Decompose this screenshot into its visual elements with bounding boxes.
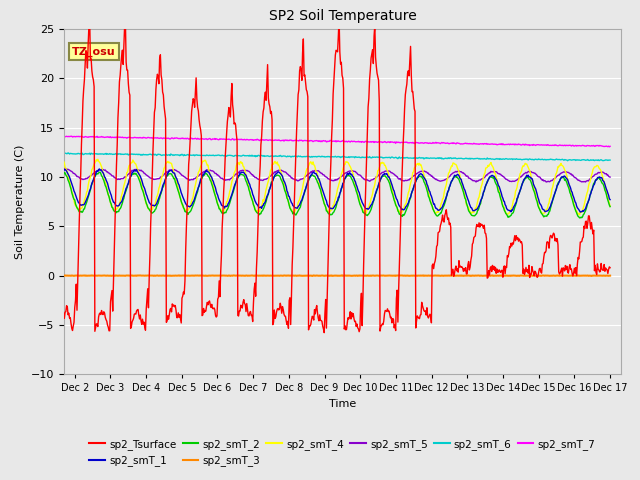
Y-axis label: Soil Temperature (C): Soil Temperature (C) bbox=[15, 144, 26, 259]
Title: SP2 Soil Temperature: SP2 Soil Temperature bbox=[269, 10, 416, 24]
X-axis label: Time: Time bbox=[329, 399, 356, 409]
Legend: sp2_Tsurface, sp2_smT_1, sp2_smT_2, sp2_smT_3, sp2_smT_4, sp2_smT_5, sp2_smT_6, : sp2_Tsurface, sp2_smT_1, sp2_smT_2, sp2_… bbox=[85, 435, 600, 470]
Text: TZ_osu: TZ_osu bbox=[72, 47, 116, 57]
